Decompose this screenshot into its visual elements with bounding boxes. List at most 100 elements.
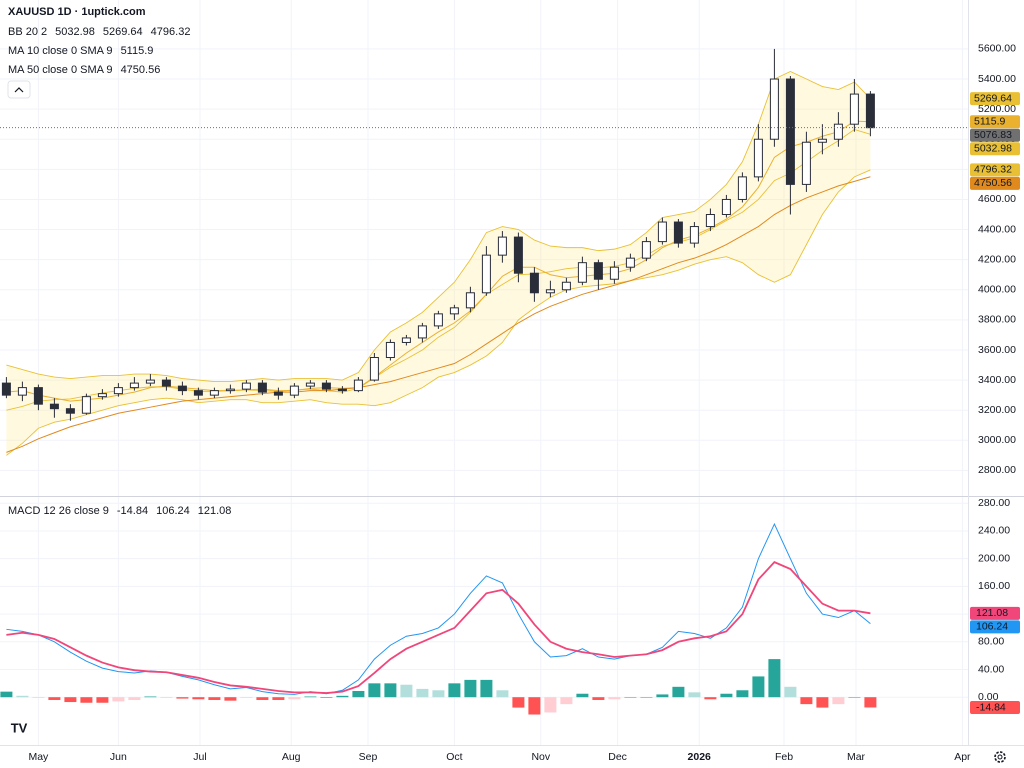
legend-text: BB 20 2 [8, 26, 47, 38]
histogram-bar [80, 697, 93, 703]
candle-body [785, 78, 795, 185]
candle-body [145, 379, 155, 384]
y-tick-label: 5600.00 [978, 43, 1016, 55]
axes: 2800.00 3000.00 3200.00 3400.00 3600.00 3800.… [28, 43, 1020, 763]
x-tick-label: Jun [110, 751, 127, 763]
bollinger-fill [6, 71, 871, 456]
y-tick-label: 280.00 [978, 497, 1010, 509]
histogram-bar [544, 697, 557, 713]
candle-body [65, 408, 75, 414]
y-tick-label: 200.00 [978, 552, 1010, 564]
svg-text:TV: TV [11, 720, 28, 735]
candle-body [241, 382, 251, 390]
candle-body [641, 241, 651, 259]
histogram-bar [112, 697, 125, 702]
histogram-bar [592, 697, 605, 700]
histogram-bar [16, 695, 29, 698]
legend-text: 4796.32 [151, 26, 191, 38]
candle-body [401, 337, 411, 343]
histogram-bar [160, 697, 173, 698]
price-tag-label: 4796.32 [974, 164, 1012, 176]
macd-tag [970, 700, 1020, 714]
y-tick-label: 240.00 [978, 525, 1010, 537]
line [6, 128, 871, 411]
histogram-bar [800, 697, 813, 705]
legend-text: 5269.64 [103, 26, 143, 38]
histogram-bar [464, 679, 477, 698]
x-tick-label: Aug [282, 751, 301, 763]
tradingview-logo[interactable]: TV [6, 718, 32, 740]
legend-text: 4750.56 [121, 64, 161, 76]
x-tick-label: Apr [954, 751, 971, 763]
candle-body [17, 387, 27, 396]
collapse-button[interactable] [7, 80, 31, 99]
candle-body [97, 393, 107, 398]
histogram-bar [256, 697, 269, 700]
histogram-bar [752, 676, 765, 698]
histogram-bar [528, 697, 541, 715]
histogram-bar [336, 695, 349, 698]
price-tag [970, 142, 1020, 156]
x-tick-label: Sep [359, 751, 378, 763]
candle-body [513, 236, 523, 274]
chart-title: XAUUSD 1D · 1uptick.com [8, 6, 146, 18]
y-tick-label: 4000.00 [978, 284, 1016, 296]
histogram-bar [560, 697, 573, 705]
histogram-bar [32, 697, 45, 698]
plot [0, 48, 968, 715]
price-tag [970, 115, 1020, 129]
histogram-bar [448, 683, 461, 698]
y-tick-label: 4600.00 [978, 193, 1016, 205]
histogram-bar [144, 696, 157, 698]
candle-body [577, 262, 587, 283]
legend-text: MA 50 close 0 SMA 9 [8, 64, 113, 76]
price-tag-label: 5076.83 [974, 129, 1012, 141]
histogram-bar [176, 697, 189, 699]
candle-body [497, 236, 507, 256]
histogram-bar [352, 690, 365, 698]
candle-body [561, 281, 571, 291]
x-tick-label: Oct [446, 751, 462, 763]
histogram-bar [656, 694, 669, 698]
candle-body [81, 396, 91, 414]
histogram-bar [128, 697, 141, 700]
candle-body [417, 325, 427, 339]
x-tick-label: Jul [193, 751, 206, 763]
histogram-bar [416, 688, 429, 698]
candle-body [753, 138, 763, 178]
candle-body [625, 257, 635, 268]
y-tick-label: 5200.00 [978, 103, 1016, 115]
histogram-bar [64, 697, 77, 703]
price-tag-label: 4750.56 [974, 177, 1012, 189]
y-tick-label: 80.00 [978, 636, 1004, 648]
y-tick-label: 0.00 [978, 691, 999, 703]
price-tag [970, 176, 1020, 190]
candle-body [321, 382, 331, 390]
histogram-bar [432, 690, 445, 698]
histogram-bar [720, 693, 733, 698]
legend-text: 106.24 [156, 505, 190, 517]
y-tick-label: 160.00 [978, 580, 1010, 592]
candle-body [465, 292, 475, 309]
histogram-bar [0, 691, 13, 698]
line [6, 169, 871, 456]
candle-body [1, 382, 11, 396]
x-tick-label: Dec [608, 751, 627, 763]
macd-tag [970, 606, 1020, 620]
histogram-bar [608, 697, 621, 700]
candle-body [673, 221, 683, 244]
candle-body [305, 382, 315, 387]
price-tag [970, 92, 1020, 106]
y-tick-label: 4200.00 [978, 253, 1016, 265]
candle-body [337, 388, 347, 392]
price-tag-label: 5115.9 [974, 116, 1005, 128]
candle-body [817, 138, 827, 143]
candle-body [737, 176, 747, 200]
line [6, 176, 871, 453]
settings-icon[interactable] [994, 751, 1006, 763]
x-tick-label: May [28, 751, 49, 763]
y-tick-label: 40.00 [978, 663, 1004, 675]
y-tick-label: 3200.00 [978, 404, 1016, 416]
candle-body [689, 226, 699, 244]
candle-body [113, 387, 123, 395]
